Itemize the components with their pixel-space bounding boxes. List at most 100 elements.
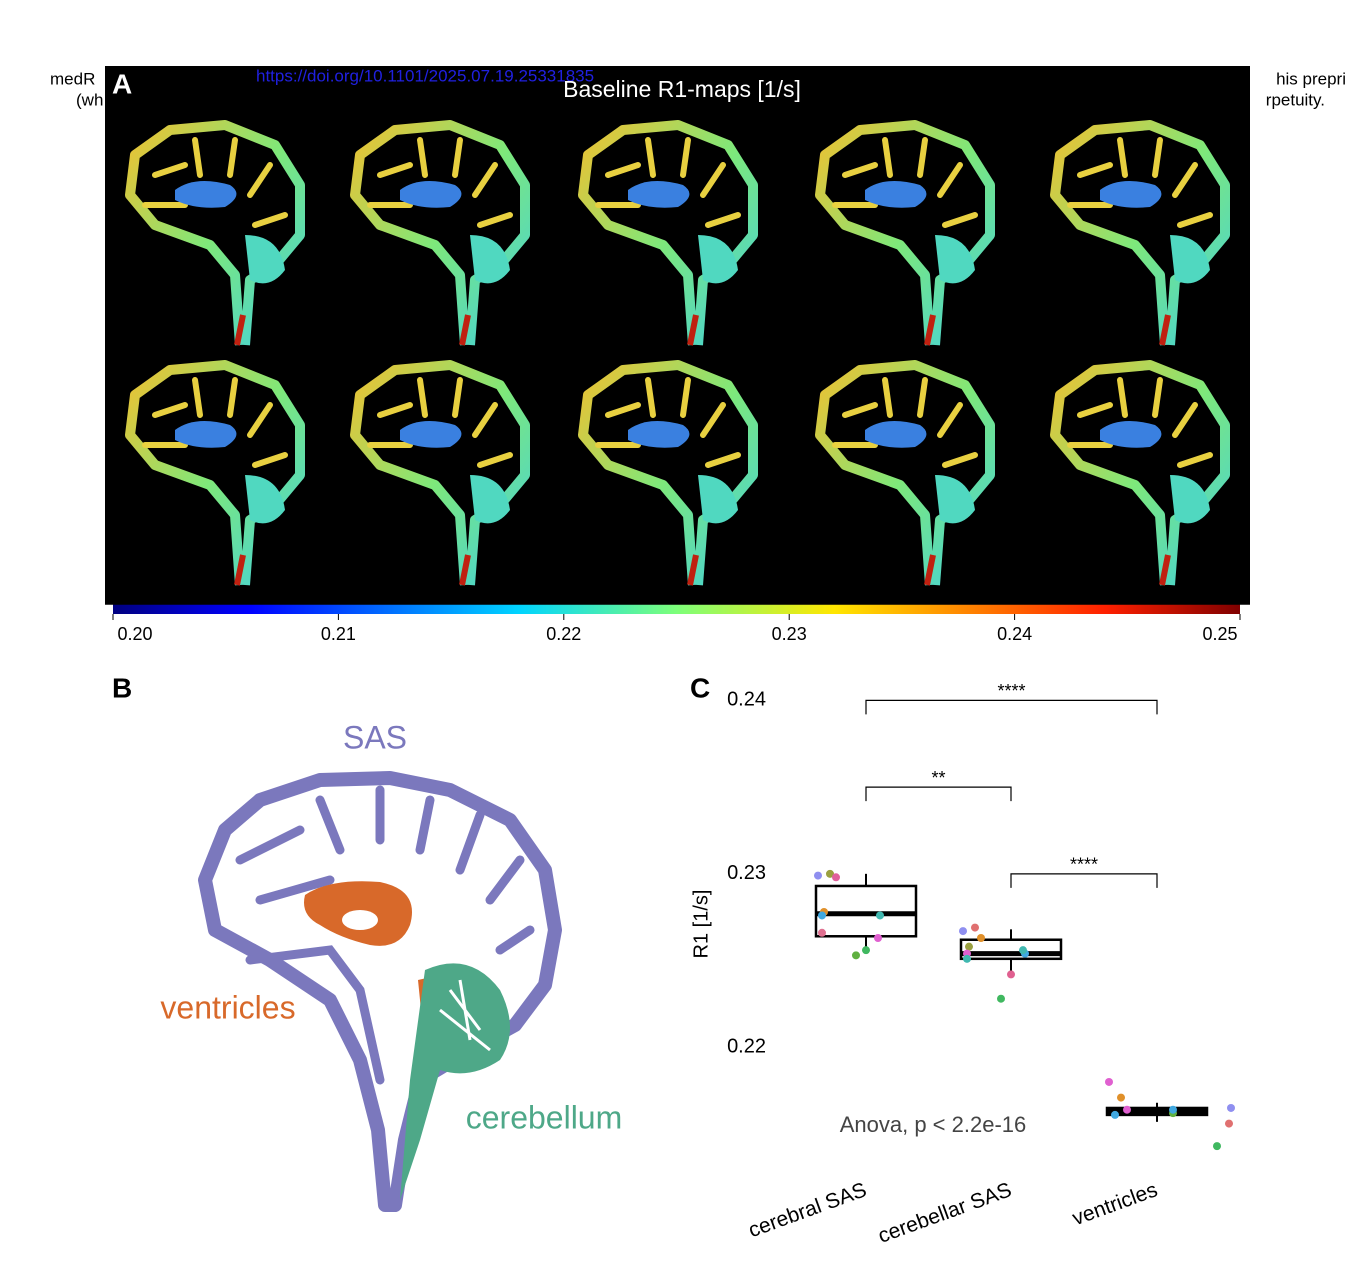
data-point (862, 946, 870, 955)
colorbar-tick-label: 0.22 (546, 624, 581, 644)
r1-map (815, 360, 995, 586)
brain-stem (1159, 554, 1171, 586)
brain-cerebellum (698, 235, 738, 284)
brain-stem (459, 554, 471, 586)
header-text: his prepri (1276, 69, 1346, 88)
data-point (874, 934, 882, 943)
data-point (818, 928, 826, 937)
data-point (963, 954, 971, 963)
brain-stem (687, 314, 699, 346)
data-point (965, 942, 973, 951)
brain-stem (924, 314, 936, 346)
brain-sulci (142, 377, 288, 468)
data-point (971, 923, 979, 932)
colorbar-tick-label: 0.23 (772, 624, 807, 644)
brain-cerebellum (935, 475, 975, 524)
x-tick-label: cerebellar SAS (875, 1178, 1014, 1248)
brain-sulci (832, 377, 978, 468)
data-point (832, 873, 840, 882)
data-point (876, 911, 884, 920)
panel-label: B (112, 672, 132, 703)
r1-map (350, 120, 530, 346)
y-tick-label: 0.24 (727, 689, 766, 711)
brain-ventricle (1100, 181, 1162, 208)
brain-ventricle (400, 421, 462, 448)
brain-sulci (595, 377, 741, 468)
brain-stem (234, 314, 246, 346)
brain-stem (687, 554, 699, 586)
data-point (1105, 1077, 1113, 1086)
brain-ventricle (628, 181, 690, 208)
panel-label: C (690, 672, 710, 703)
header-text: (wh (76, 90, 103, 109)
r1-map (578, 360, 758, 586)
significance-label: **** (1070, 855, 1098, 875)
r1-map (350, 360, 530, 586)
brain-sulci (1067, 377, 1213, 468)
r1-map (1050, 120, 1230, 346)
significance-bracket (865, 699, 1158, 715)
data-point (1213, 1142, 1221, 1151)
brain-stem (459, 314, 471, 346)
brain-ventricle (628, 421, 690, 448)
y-axis-label: R1 [1/s] (690, 890, 712, 959)
brain-cerebellum (245, 235, 285, 284)
brain-cerebellum (470, 235, 510, 284)
brain-sulci (367, 137, 513, 228)
data-point (997, 994, 1005, 1003)
cerebellum-folia (439, 979, 491, 1052)
brain-stem (1159, 314, 1171, 346)
data-point (959, 927, 967, 936)
r1-map (125, 360, 305, 586)
region-label: SAS (343, 719, 407, 755)
ventricles-gap (342, 910, 378, 930)
brain-sulci (595, 137, 741, 228)
header-text: medR (50, 69, 95, 88)
y-tick-label: 0.23 (727, 862, 766, 884)
cerebellum-shape (400, 963, 510, 1200)
r1-map (125, 120, 305, 346)
header-text: rpetuity. (1266, 90, 1325, 109)
doi-link[interactable]: https://doi.org/10.1101/2025.07.19.25331… (256, 66, 594, 85)
data-point (977, 934, 985, 943)
brain-cerebellum (245, 475, 285, 524)
colorbar-tick-label: 0.25 (1202, 624, 1237, 644)
annotation: Anova, p < 2.2e-16 (840, 1112, 1027, 1137)
significance-bracket (865, 786, 1012, 802)
r1-map (1050, 360, 1230, 586)
data-point (1007, 970, 1015, 979)
data-point (826, 869, 834, 878)
brain-cerebellum (935, 235, 975, 284)
y-tick-label: 0.22 (727, 1036, 766, 1058)
brain-ventricle (1100, 421, 1162, 448)
region-diagram (198, 771, 562, 1212)
data-point (1169, 1105, 1177, 1114)
brain-cerebellum (470, 475, 510, 524)
brain-cerebellum (1170, 235, 1210, 284)
region-label: cerebellum (466, 1099, 623, 1135)
r1-map (815, 120, 995, 346)
colorbar-tick-label: 0.20 (117, 624, 152, 644)
box (959, 938, 1063, 961)
significance-label: ** (931, 768, 945, 788)
panel-title: Baseline R1-maps [1/s] (563, 76, 801, 102)
data-point (1123, 1105, 1131, 1114)
region-label: ventricles (160, 989, 295, 1025)
brain-stem (234, 554, 246, 586)
data-point (852, 951, 860, 960)
data-point (1019, 946, 1027, 955)
significance-bracket (1010, 873, 1158, 888)
brain-ventricle (865, 181, 927, 208)
colorbar-tick-label: 0.21 (321, 624, 356, 644)
x-tick-label: ventricles (1069, 1178, 1160, 1230)
significance-label: **** (997, 681, 1025, 701)
panel-label: A (112, 68, 132, 99)
brain-stem (924, 554, 936, 586)
brain-sulci (1067, 137, 1213, 228)
brain-sulci (832, 137, 978, 228)
r1-map (578, 120, 758, 346)
brain-sulci (142, 137, 288, 228)
sas-sulci (235, 785, 535, 1085)
data-point (818, 911, 826, 920)
